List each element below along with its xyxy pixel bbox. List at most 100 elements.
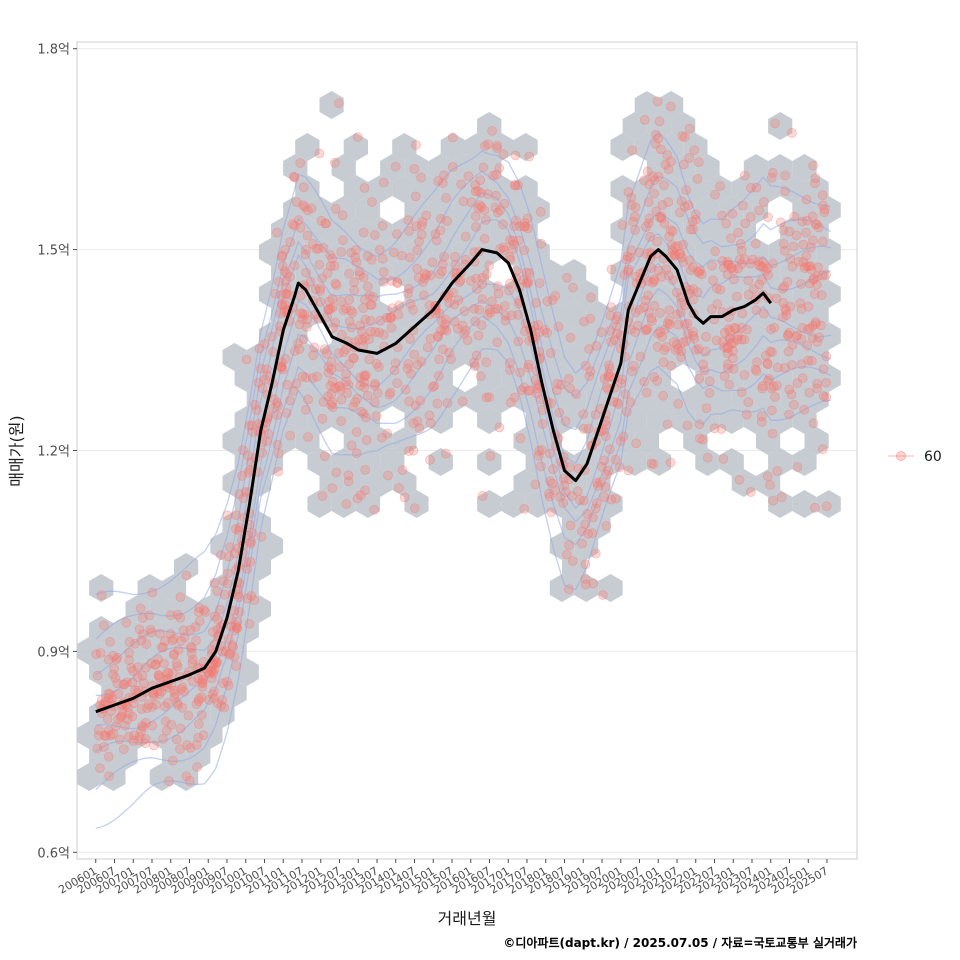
scatter-point — [623, 187, 634, 197]
hex-bin — [671, 322, 696, 350]
hex-bin — [295, 175, 320, 203]
scatter-point — [583, 528, 594, 539]
scatter-point — [567, 556, 578, 566]
scatter-point — [314, 259, 325, 270]
scatter-point — [220, 589, 230, 600]
scatter-point — [522, 213, 533, 224]
scatter-point — [117, 706, 128, 717]
hex-bin — [549, 280, 575, 308]
scatter-point — [639, 302, 650, 313]
y-axis: 0.6억0.9억1.2억1.5억1.8억 — [37, 43, 77, 861]
scatter-point — [821, 269, 831, 280]
scatter-point — [762, 471, 773, 482]
scatter-point — [659, 345, 670, 355]
scatter-point — [630, 307, 641, 318]
scatter-point — [111, 721, 121, 732]
scatter-point — [667, 245, 678, 256]
scatter-point — [432, 398, 443, 409]
hex-bin — [404, 196, 429, 224]
scatter-point — [491, 169, 502, 180]
hex-bin — [659, 259, 684, 287]
hex-bin — [780, 343, 805, 371]
scatter-point — [319, 344, 330, 355]
scatter-point — [313, 243, 324, 254]
scatter-point — [768, 258, 778, 269]
scatter-point — [110, 673, 121, 683]
scatter-point — [247, 420, 257, 431]
hex-bin — [186, 742, 211, 770]
scatter-point — [504, 251, 515, 262]
scatter-point — [341, 369, 352, 380]
scatter-point — [281, 408, 292, 418]
scatter-point — [511, 215, 521, 226]
scatter-point — [671, 339, 682, 350]
hex-bin — [792, 448, 817, 476]
scatter-point — [322, 268, 333, 279]
scatter-point — [329, 157, 340, 168]
scatter-point — [490, 304, 501, 314]
scatter-point — [168, 633, 179, 644]
hex-bin — [101, 637, 126, 665]
hex-bin — [89, 574, 114, 602]
scatter-point — [94, 730, 104, 741]
scatter-point — [329, 260, 340, 271]
hex-bin — [562, 553, 587, 581]
scatter-point — [324, 296, 335, 307]
scatter-point — [238, 493, 249, 504]
scatter-point — [308, 238, 318, 249]
scatter-point — [647, 277, 658, 288]
scatter-point — [371, 358, 382, 369]
scatter-point — [820, 204, 830, 215]
scatter-point — [280, 244, 291, 255]
scatter-point — [124, 655, 135, 665]
scatter-point — [341, 344, 351, 355]
hex-bin — [780, 175, 805, 203]
hex-bin — [804, 217, 829, 245]
scatter-point — [191, 740, 202, 750]
scatter-point — [817, 190, 828, 201]
hex-bin — [659, 343, 684, 371]
scatter-point — [641, 387, 652, 398]
scatter-point — [612, 311, 623, 322]
scatter-point — [808, 320, 818, 331]
scatter-point — [803, 261, 814, 272]
scatter-point — [663, 164, 674, 175]
scatter-point — [104, 693, 114, 704]
hex-bin — [768, 490, 793, 518]
scatter-point — [485, 307, 496, 318]
hex-bin — [331, 406, 356, 434]
scatter-point — [322, 311, 333, 322]
scatter-point — [558, 498, 569, 508]
scatter-point — [92, 743, 103, 754]
scatter-point — [347, 307, 358, 318]
scatter-point — [108, 729, 118, 739]
scatter-point — [193, 673, 204, 684]
scatter-point — [729, 322, 740, 333]
hex-bin — [804, 427, 829, 455]
scatter-point — [550, 485, 561, 496]
scatter-point — [284, 395, 295, 406]
scatter-point — [596, 327, 607, 338]
hex-bin — [804, 301, 829, 329]
scatter-point — [441, 193, 451, 203]
scatter-point — [670, 250, 681, 261]
scatter-point — [738, 200, 748, 211]
scatter-point — [425, 270, 436, 281]
scatter-point — [485, 451, 496, 462]
scatter-point — [198, 675, 208, 685]
scatter-point — [550, 290, 561, 301]
scatter-point — [302, 205, 313, 216]
scatter-point — [362, 390, 373, 401]
hex-bin — [331, 196, 356, 224]
scatter-point — [698, 434, 708, 445]
hex-bin — [792, 154, 817, 182]
scatter-point — [238, 445, 248, 455]
scatter-point — [298, 182, 309, 193]
scatter-point — [281, 268, 292, 279]
hex-bin — [222, 679, 247, 707]
scatter-point — [789, 211, 800, 222]
scatter-point — [484, 260, 495, 271]
hex-bin — [549, 364, 575, 392]
scatter-point — [194, 616, 205, 626]
scatter-point — [465, 276, 476, 286]
